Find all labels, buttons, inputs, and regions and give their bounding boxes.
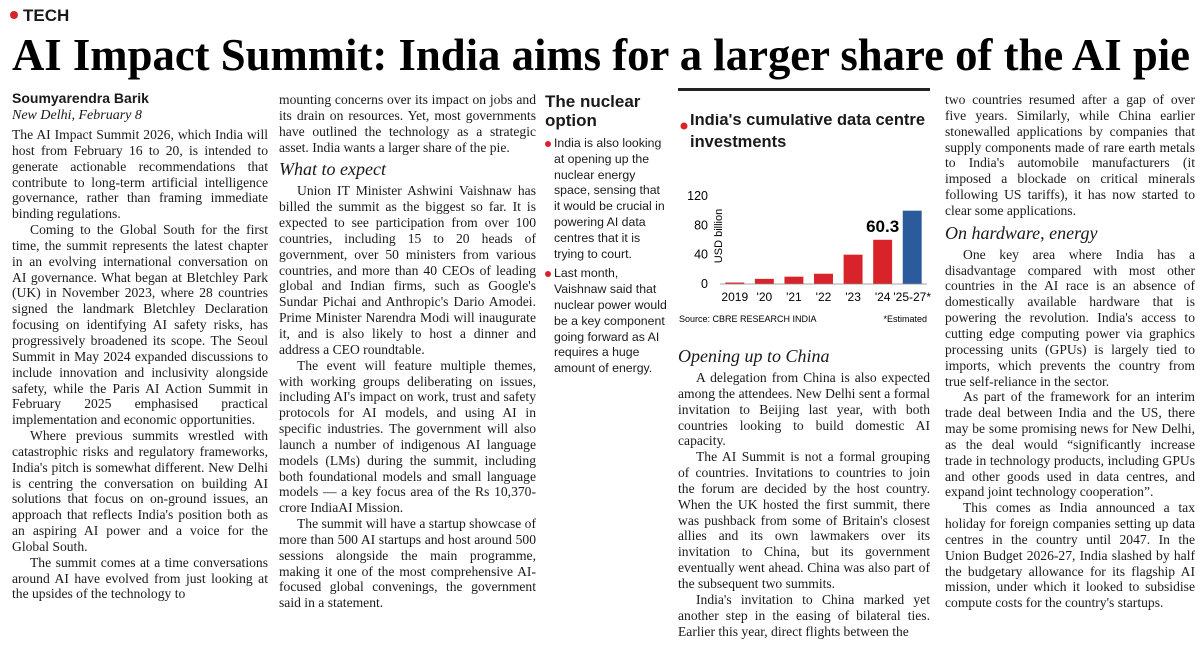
y-tick-label: 120 [687,189,708,203]
paragraph: This comes as India announced a tax holi… [945,500,1195,611]
subheading: Opening up to China [678,346,830,366]
paragraph: The AI Impact Summit 2026, which India w… [12,127,268,222]
x-tick-label: '25-27* [893,290,931,304]
bullet: Last month, Vaishnaw said that nuclear p… [545,266,669,377]
sidebar-title: The nuclear option [545,92,641,130]
paragraph: One key area where India has a disadvant… [945,246,1195,389]
paragraph: Union IT Minister Ashwini Vaishnaw has b… [279,183,536,357]
y-tick-label: 80 [694,218,708,232]
bar [814,273,833,284]
section-label: TECH [10,6,69,26]
x-tick-label: '24 [875,290,891,304]
paragraph: Where previous summits wrestled with cat… [12,428,268,554]
dateline: New Delhi, February 8 [12,108,142,123]
source: Source: CBRE RESEARCH INDIA [679,314,817,324]
note: *Estimated [883,314,927,324]
chart: India's cumulative data centre investmen… [678,88,931,324]
headline-box: AI Impact Summit: India aims for a large… [12,29,1190,80]
bar [873,239,893,284]
column: two countries resumed after a gap of ove… [945,92,1195,659]
bar [784,276,804,284]
paragraph: The event will feature multiple themes, … [279,357,536,516]
column: mounting concerns over its impact on job… [279,92,536,659]
y-axis-label: USD billion [713,209,725,263]
paragraph: mounting concerns over its impact on job… [279,92,536,155]
bar [725,282,745,284]
paragraph: As part of the framework for an interim … [945,389,1195,500]
chart-title-box: India's cumulative data centre investmen… [690,114,926,151]
author: Soumyarendra Barik [12,90,149,106]
chart-title: India's cumulative data centre investmen… [690,114,926,151]
paragraph: The summit will have a startup showcase … [279,516,536,611]
x-tick-label: 2019 [721,290,748,304]
chart-top-rule [678,88,930,91]
bar [902,210,922,284]
paragraph: The summit comes at a time conversations… [12,554,268,602]
paragraph: India's invitation to China marked yet a… [678,591,930,639]
headline: AI Impact Summit: India aims for a large… [12,29,1190,80]
paragraph: two countries resumed after a gap of ove… [945,92,1195,218]
y-tick-label: 40 [694,248,708,262]
x-tick-label: '21 [786,290,802,304]
subheading: On hardware, energy [945,222,1098,243]
x-tick-label: '22 [816,290,832,304]
bar [754,278,774,284]
sidebar: The nuclear option India is also looking… [545,92,669,381]
paragraph: Coming to the Global South for the first… [12,222,268,428]
x-tick-label: '20 [757,290,773,304]
bullet: India is also looking at opening up the … [545,136,669,262]
bar [843,254,863,284]
column: The AI Impact Summit 2026, which India w… [12,127,268,659]
column: Opening up to China A delegation from Chi… [678,342,930,660]
title-dot [680,122,688,130]
value-label: 60.3 [866,217,899,236]
y-tick-label: 0 [701,277,708,291]
paragraph: The AI Summit is not a formal grouping o… [678,449,930,591]
x-tick-label: '23 [845,290,861,304]
subheading: What to expect [279,159,386,180]
paragraph: A delegation from China is also expected… [678,370,930,449]
